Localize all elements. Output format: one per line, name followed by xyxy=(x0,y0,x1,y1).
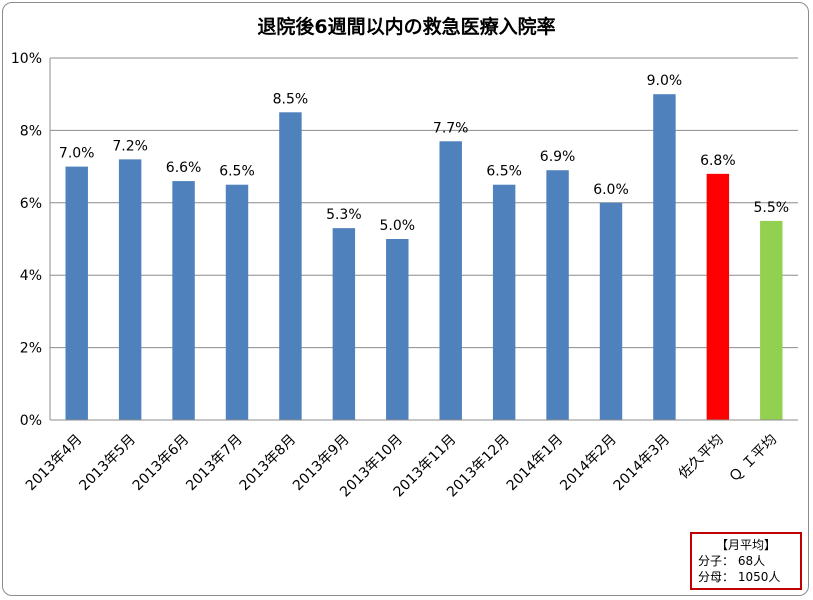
grid-lines xyxy=(50,57,798,349)
category-label: 2013年4月 xyxy=(23,432,86,495)
category-label: Ｑ Ｉ平均 xyxy=(726,432,780,486)
bar xyxy=(439,141,462,420)
note-numerator: 分子： 68人 xyxy=(698,554,766,568)
data-label: 6.9% xyxy=(540,149,576,165)
category-label: 2014年1月 xyxy=(504,432,567,495)
data-label: 5.3% xyxy=(326,207,362,223)
data-label: 8.5% xyxy=(273,91,309,107)
y-tick-label: 4% xyxy=(20,268,42,284)
data-label: 7.0% xyxy=(59,146,95,162)
data-label: 7.7% xyxy=(433,120,469,136)
data-label: 6.5% xyxy=(219,164,255,180)
bar xyxy=(386,239,409,420)
data-label: 6.6% xyxy=(166,160,202,176)
monthly-average-note: 【月平均】 分子： 68人 分母： 1050人 xyxy=(690,532,802,590)
bar xyxy=(546,170,569,420)
data-label: 9.0% xyxy=(647,73,683,89)
bar xyxy=(653,94,676,420)
bar xyxy=(706,173,730,420)
data-label: 6.0% xyxy=(593,182,629,198)
data-label: 5.0% xyxy=(379,218,415,234)
data-label: 5.5% xyxy=(753,200,789,216)
bar xyxy=(760,220,783,420)
category-label: 2013年6月 xyxy=(130,432,193,495)
y-axis-tick-labels: 0% 2% 4% 6% 8% 10% xyxy=(11,51,42,429)
data-label: 6.8% xyxy=(700,153,736,169)
y-tick-label: 8% xyxy=(20,123,42,139)
y-tick-label: 0% xyxy=(20,413,42,429)
category-label: 2013年8月 xyxy=(237,432,300,495)
category-label: 佐久平均 xyxy=(676,432,727,483)
bars xyxy=(65,94,783,421)
category-label: 2014年2月 xyxy=(557,432,620,495)
data-labels: 7.0% 7.2% 6.6% 6.5% 8.5% 5.3% 5.0% 7.7% 6.5% 6.9%… xyxy=(59,73,789,234)
bar xyxy=(332,228,356,420)
bar xyxy=(172,181,195,420)
bar xyxy=(599,202,623,420)
bar xyxy=(225,184,249,420)
y-tick-label: 10% xyxy=(11,51,42,67)
y-tick-label: 2% xyxy=(20,341,42,357)
note-title: 【月平均】 xyxy=(715,538,776,552)
category-label: 2014年3月 xyxy=(611,432,674,495)
category-label: 2013年5月 xyxy=(76,432,139,495)
bar xyxy=(118,159,142,421)
category-label: 2013年7月 xyxy=(183,432,246,495)
x-axis-category-labels: 2013年4月2013年5月2013年6月2013年7月2013年8月2013年… xyxy=(23,432,780,501)
note-denominator: 分母： 1050人 xyxy=(698,570,781,584)
data-label: 7.2% xyxy=(112,138,148,154)
bar xyxy=(492,184,516,420)
y-tick-label: 6% xyxy=(20,196,42,212)
data-label: 6.5% xyxy=(486,164,522,180)
bar xyxy=(65,166,88,420)
bar xyxy=(279,112,302,421)
chart-title: 退院後6週間以内の救急医療入院率 xyxy=(257,16,556,38)
